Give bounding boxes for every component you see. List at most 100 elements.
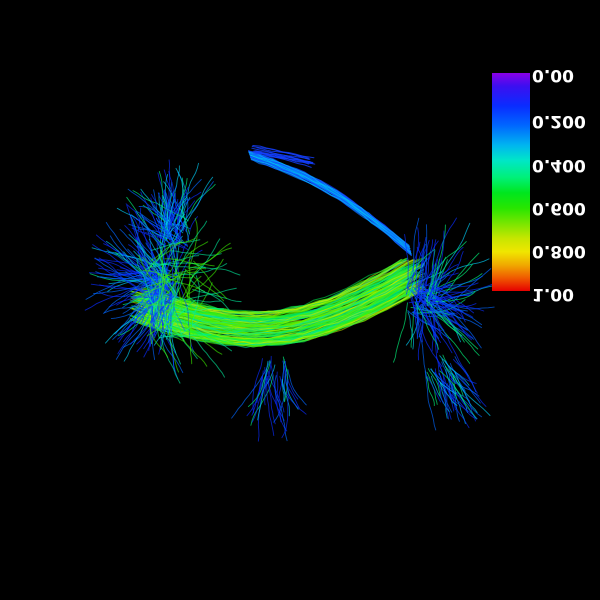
fiber-streamline [427, 293, 464, 338]
fiber-streamline [278, 364, 287, 423]
fiber-streamline [441, 361, 453, 404]
fiber-streamline [248, 151, 410, 248]
fiber-streamline [136, 259, 154, 308]
fiber-streamline [434, 286, 466, 323]
fiber-streamline [116, 274, 155, 306]
fiber-streamline [273, 375, 286, 423]
fiber-streamline [186, 313, 193, 365]
fiber-streamline [393, 302, 408, 363]
fiber-streamline [187, 287, 237, 300]
fiber-streamline [287, 369, 307, 406]
fiber-streamline [159, 249, 165, 301]
fiber-streamline [188, 217, 198, 268]
fiber-streamline [428, 256, 447, 306]
fiber-streamline [142, 204, 166, 223]
fiber-streamline [193, 337, 225, 378]
fiber-streamline [171, 275, 202, 318]
fiber-streamline [281, 379, 290, 417]
colorbar-tick-1: 0.200 [532, 111, 586, 131]
fiber-streamline [426, 307, 439, 346]
fiber-streamline [173, 307, 224, 315]
fiber-streamline [140, 188, 184, 234]
fiber-streamline [138, 272, 184, 296]
fiber-streamline [430, 230, 445, 291]
fiber-streamline [264, 372, 268, 406]
fiber-streamline [411, 295, 424, 343]
fiber-streamline [432, 301, 443, 339]
fiber-streamline [435, 356, 449, 420]
fiber-streamline [187, 258, 224, 295]
fiber-streamline [250, 155, 412, 252]
fiber-streamline [249, 154, 411, 250]
fiber-streamline [132, 190, 189, 222]
fiber-streamline [157, 267, 207, 282]
fiber-streamline [264, 366, 285, 421]
fiber-streamline [276, 371, 288, 432]
fiber-streamline [427, 368, 441, 397]
fiber-streamline [163, 169, 184, 232]
fiber-streamline [180, 220, 208, 265]
fiber-streamline [115, 289, 155, 335]
fiber-streamline [150, 286, 173, 344]
fiber-streamline [429, 368, 471, 402]
colorbar-gradient [492, 73, 530, 291]
fiber-streamline [189, 322, 232, 352]
fiber-streamline [135, 218, 166, 241]
fiber-streamline [413, 258, 438, 309]
fiber-streamline [176, 216, 198, 273]
fiber-streamline [250, 159, 412, 255]
fiber-streamline [115, 294, 157, 360]
fiber-streamline [155, 262, 165, 313]
fiber-streamline [249, 154, 411, 252]
fiber-streamline [184, 268, 225, 302]
fiber-streamline [252, 358, 263, 414]
fiber-streamline [251, 376, 263, 416]
fiber-streamline [250, 156, 412, 252]
fiber-streamline [444, 365, 464, 397]
fiber-streamline [251, 147, 311, 160]
fiber-streamline [189, 238, 221, 280]
fiber-streamline [425, 376, 435, 407]
fiber-streamline [449, 381, 477, 420]
fiber-streamline [153, 322, 181, 365]
fiber-streamline [439, 381, 458, 406]
fiber-streamline [281, 378, 289, 439]
fiber-streamline [95, 263, 152, 300]
fiber-streamline [188, 280, 193, 331]
fiber-streamline [250, 156, 412, 254]
fiber-streamline [432, 302, 472, 341]
fiber-streamline [439, 355, 470, 386]
fiber-streamline [167, 269, 187, 317]
fiber-streamline [150, 197, 171, 241]
fiber-streamline [428, 241, 467, 296]
fiber-streamline [431, 268, 492, 312]
fiber-streamline [250, 157, 412, 252]
fiber-streamline [160, 296, 179, 380]
colorbar-tick-0: 0.00 [532, 65, 574, 85]
fiber-streamline [407, 311, 414, 350]
fiber-streamline [405, 248, 436, 289]
fiber-streamline [249, 155, 411, 252]
fiber-streamline [434, 246, 464, 288]
fiber-streamline [146, 308, 190, 337]
fiber-streamline [250, 157, 412, 255]
fiber-streamline [109, 235, 152, 297]
fiber-streamline [417, 240, 439, 295]
fiber-streamline [250, 158, 412, 254]
fiber-streamline [144, 233, 179, 271]
fiber-streamline [135, 210, 189, 247]
fiber-streamline [85, 270, 159, 300]
fiber-streamline [164, 258, 215, 267]
fiber-streamline [417, 288, 474, 293]
fiber-streamline [414, 299, 466, 314]
fiber-streamline [98, 291, 156, 299]
fiber-streamline [250, 156, 412, 253]
fiber-streamline [141, 300, 192, 306]
fiber-streamline [251, 355, 272, 423]
fiber-streamline [405, 237, 427, 295]
fiber-streamline [250, 159, 412, 256]
fiber-streamline [252, 145, 310, 160]
fiber-streamline [437, 382, 478, 420]
fiber-streamline [130, 293, 178, 345]
